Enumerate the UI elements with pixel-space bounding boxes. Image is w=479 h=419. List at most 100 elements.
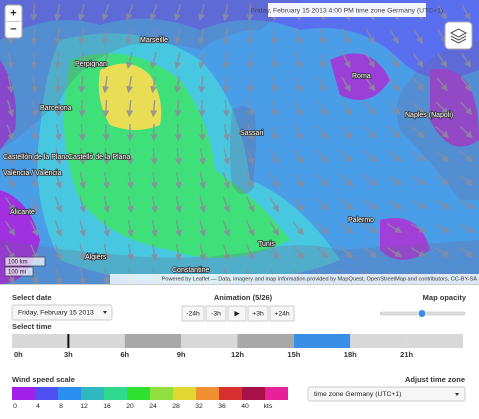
scale-label: 20: [126, 403, 134, 410]
scale-mi: [4, 266, 34, 277]
wind-arrow: [126, 195, 134, 214]
wind-arrow: [270, 51, 278, 70]
label: Map opacity: [423, 293, 467, 302]
opacity-knob[interactable]: [417, 309, 427, 318]
time-bar[interactable]: 0h 3h 6h 9h 12h 15h 18h 21h: [12, 334, 463, 359]
date-dropdown[interactable]: [11, 304, 113, 321]
time-segment[interactable]: [406, 334, 463, 348]
wind-scale: 0 4 8 12 16 20 24 28 32 36 40 kts: [12, 387, 288, 410]
wind-arrow: [175, 220, 182, 238]
layers-button[interactable]: [444, 21, 473, 50]
scale-swatch: [127, 387, 150, 400]
wind-arrow: [317, 76, 327, 93]
wind-arrow: [386, 247, 402, 258]
wind-arrow: [126, 243, 134, 262]
wind-arrow: [79, 196, 86, 214]
wind-arrow: [389, 28, 399, 45]
wind-arrow: [103, 196, 110, 214]
date-value: Friday, February 15 2013: [18, 309, 94, 316]
wind-arrow: [222, 27, 230, 46]
wind-arrow: [78, 75, 86, 94]
label: Adjust time zone: [405, 375, 465, 384]
wind-arrow: [54, 51, 62, 70]
wind-arrow: [246, 148, 255, 165]
wind-arrow: [222, 51, 230, 70]
wind-arrow: [101, 28, 109, 46]
wind-arrow: [269, 244, 279, 261]
label: Wind speed scale: [12, 375, 75, 384]
wind-arrow: [126, 99, 134, 118]
wind-arrow: [245, 220, 255, 237]
wind-arrow: [150, 243, 158, 262]
zoom-in[interactable]: +: [10, 7, 16, 19]
wind-arrow: [246, 27, 254, 46]
wind-arrow: [364, 101, 377, 116]
layers-icon: [449, 28, 468, 44]
wind-arrow: [292, 245, 304, 260]
wind-arrow: [460, 77, 472, 92]
wind-arrow: [387, 150, 402, 162]
time-segment[interactable]: [12, 334, 69, 348]
wind-arrow: [101, 4, 110, 21]
time-segment[interactable]: [237, 334, 294, 348]
wind-arrow: [460, 101, 473, 115]
wind-arrow: [173, 4, 182, 21]
animation-button[interactable]: [269, 305, 295, 322]
wind-arrow: [413, 28, 423, 44]
wind-arrow: [388, 52, 400, 68]
wind-arrow: [55, 148, 62, 166]
wind-arrow: [150, 171, 158, 190]
map[interactable]: Perpignan Marseille Barcelona Castellón …: [0, 0, 479, 284]
wind-arrow: [199, 220, 207, 238]
animation-button[interactable]: [205, 305, 227, 322]
animation-buttons: -24h -3h ▶ +3h +24h: [181, 305, 295, 322]
animation-button[interactable]: [247, 305, 269, 322]
time-segment[interactable]: [68, 334, 125, 348]
wind-arrow: [149, 4, 158, 21]
city-label: Algiers: [85, 254, 107, 261]
wind-arrow: [316, 149, 329, 164]
city-label: Castelló de la Plana: [68, 154, 130, 161]
city-label: Castellón de la Plana: [3, 154, 69, 161]
wind-arrow: [30, 100, 38, 118]
wind-arrow: [292, 221, 304, 236]
wind-arrow: [199, 172, 206, 190]
animation-button[interactable]: [227, 305, 247, 322]
time-label: 21h: [400, 350, 413, 359]
wind-arrow: [174, 52, 181, 70]
time-segment[interactable]: [350, 334, 407, 348]
scale-swatch: [219, 387, 242, 400]
wind-arrow: [102, 99, 110, 118]
animation-button-label: +3h: [252, 310, 264, 317]
wind-arrow: [198, 28, 205, 46]
wind-arrow: [365, 52, 375, 69]
wind-arrow: [412, 77, 424, 92]
wind-arrow: [30, 148, 39, 165]
animation-button[interactable]: [181, 305, 205, 322]
wind-arrow: [55, 268, 63, 284]
scale-label: 8: [59, 403, 63, 410]
wind-arrow: [341, 52, 351, 69]
wind-arrow: [341, 76, 351, 93]
scale-label: 40: [241, 403, 249, 410]
time-label: 12h: [231, 350, 244, 359]
wind-arrow: [363, 125, 377, 139]
wind-arrow: [246, 244, 255, 261]
wind-arrow: [363, 174, 378, 186]
city-label: Marseille: [140, 37, 168, 44]
wind-arrow: [363, 198, 378, 210]
zoom-out[interactable]: −: [10, 23, 16, 35]
time-segment[interactable]: [181, 334, 238, 348]
wind-arrow: [434, 247, 450, 257]
time-segment[interactable]: [124, 334, 182, 348]
wind-arrow: [198, 147, 206, 166]
scale-label: 32: [195, 403, 203, 410]
wind-arrow: [411, 126, 426, 139]
timezone-dropdown[interactable]: [307, 386, 466, 402]
time-segment[interactable]: [293, 334, 351, 348]
wind-arrow: [315, 221, 329, 235]
scale-label: 24: [149, 403, 157, 410]
city-label: Sassari: [240, 130, 264, 137]
scale-label: 16: [103, 403, 111, 410]
